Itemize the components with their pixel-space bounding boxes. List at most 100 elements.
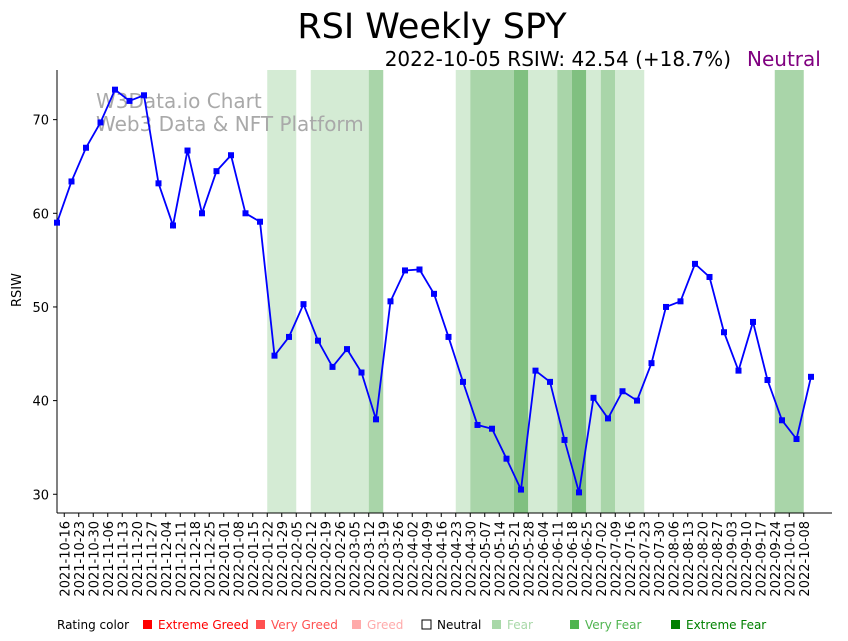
data-point	[634, 397, 640, 404]
x-tick-label: 2022-05-07	[479, 521, 494, 597]
data-point	[97, 119, 104, 126]
data-point	[68, 178, 75, 185]
x-tick-label: 2021-10-16	[58, 521, 73, 597]
x-tick-label: 2022-08-13	[682, 521, 697, 597]
data-point	[228, 152, 234, 159]
rating-band-very-fear	[600, 70, 616, 513]
legend-item-label: Extreme Fear	[686, 618, 766, 632]
x-tick-label: 2021-10-30	[87, 521, 102, 597]
x-tick-label: 2021-11-27	[145, 521, 160, 597]
data-point	[344, 346, 350, 353]
y-tick-label: 50	[32, 301, 49, 316]
y-tick-label: 70	[32, 114, 49, 129]
data-point	[213, 168, 220, 175]
x-tick-label: 2022-02-19	[319, 521, 334, 597]
legend-swatch	[143, 620, 152, 629]
x-tick-label: 2022-05-28	[522, 521, 537, 597]
data-point	[706, 273, 713, 280]
data-point	[605, 415, 611, 422]
data-point	[402, 267, 408, 274]
data-point	[431, 290, 437, 297]
x-tick-label: 2022-04-30	[464, 521, 479, 597]
data-point	[170, 222, 176, 229]
rating-band-very-fear	[557, 70, 572, 513]
x-tick-label: 2021-10-23	[73, 521, 88, 597]
x-tick-label: 2022-03-12	[363, 521, 378, 597]
data-point	[83, 144, 89, 151]
rating-band-very-fear	[368, 70, 384, 513]
x-tick-label: 2022-07-16	[624, 521, 639, 597]
rating-band-fear	[267, 70, 297, 513]
y-tick-label: 40	[32, 395, 49, 410]
x-tick-label: 2022-03-26	[392, 521, 407, 597]
data-point	[503, 455, 510, 462]
data-point	[474, 421, 481, 428]
data-point	[721, 329, 727, 336]
x-tick-label: 2022-09-17	[754, 521, 769, 597]
legend-item-label: Neutral	[437, 618, 481, 632]
x-tick-label: 2021-12-18	[189, 521, 204, 597]
x-tick-label: 2022-02-12	[305, 521, 320, 597]
legend-item-label: Very Fear	[585, 618, 641, 632]
legend-swatch	[570, 620, 579, 629]
data-point	[750, 318, 756, 325]
x-tick-label: 2022-01-08	[232, 521, 247, 597]
legend-item-label: Fear	[507, 618, 533, 632]
x-tick-label: 2022-02-05	[290, 521, 305, 597]
legend-swatch	[352, 620, 361, 629]
x-tick-label: 2022-09-10	[740, 521, 755, 597]
legend: Rating color Extreme Greed Very Greed Greed…	[57, 618, 766, 632]
x-tick-label: 2022-06-18	[566, 521, 581, 597]
data-point	[126, 97, 133, 104]
data-point	[619, 388, 626, 395]
rating-band-very-fear	[774, 70, 804, 513]
chart-subtitle: 2022-10-05 RSIW: 42.54 (+18.7%)	[385, 47, 731, 71]
x-tick-label: 2021-12-04	[160, 521, 175, 597]
data-point	[677, 298, 684, 305]
x-tick-label: 2022-08-20	[696, 521, 711, 597]
x-tick-label: 2021-11-13	[116, 521, 131, 597]
series-rsiw	[54, 86, 814, 496]
legend-item-label: Extreme Greed	[158, 618, 249, 632]
x-tick-label: 2022-10-01	[783, 521, 798, 597]
data-point	[561, 436, 568, 443]
rating-band-fear	[310, 70, 369, 513]
data-point	[112, 86, 118, 93]
data-point	[692, 260, 698, 267]
chart-title: RSI Weekly SPY	[297, 7, 567, 47]
y-tick-label: 60	[32, 207, 49, 222]
x-tick-label: 2022-01-29	[276, 521, 291, 597]
y-axis-label: RSIW	[10, 273, 25, 307]
legend-item-label: Very Greed	[271, 618, 338, 632]
x-tick-label: 2022-05-14	[493, 521, 508, 597]
data-point	[300, 301, 307, 308]
data-point	[648, 360, 655, 367]
x-tick-label: 2022-04-02	[406, 521, 421, 597]
data-point	[387, 298, 394, 305]
data-point	[257, 218, 263, 225]
rating-bands	[267, 70, 804, 513]
x-tick-label: 2021-11-06	[102, 521, 117, 597]
y-tick-label: 30	[32, 488, 49, 503]
x-tick-label: 2022-07-30	[653, 521, 668, 597]
rating-band-extreme-fear	[571, 70, 587, 513]
data-point	[141, 92, 147, 99]
x-tick-label: 2022-02-26	[334, 521, 349, 597]
data-point	[373, 416, 379, 423]
x-tick-label: 2022-01-15	[247, 521, 262, 597]
legend-title: Rating color	[57, 618, 129, 632]
data-point	[576, 489, 582, 496]
x-tick-label: 2022-08-27	[711, 521, 726, 597]
data-point	[242, 210, 249, 217]
x-tick-label: 2022-04-16	[435, 521, 450, 597]
x-tick-label: 2021-12-11	[174, 521, 189, 597]
data-point	[358, 369, 365, 376]
x-tick-label: 2022-07-02	[595, 521, 610, 597]
rating-band-fear	[528, 70, 558, 513]
data-point	[199, 210, 205, 217]
legend-swatch	[256, 620, 265, 629]
data-point	[663, 303, 669, 310]
x-tick-label: 2022-06-25	[580, 521, 595, 597]
x-tick-label: 2022-08-06	[667, 521, 682, 597]
